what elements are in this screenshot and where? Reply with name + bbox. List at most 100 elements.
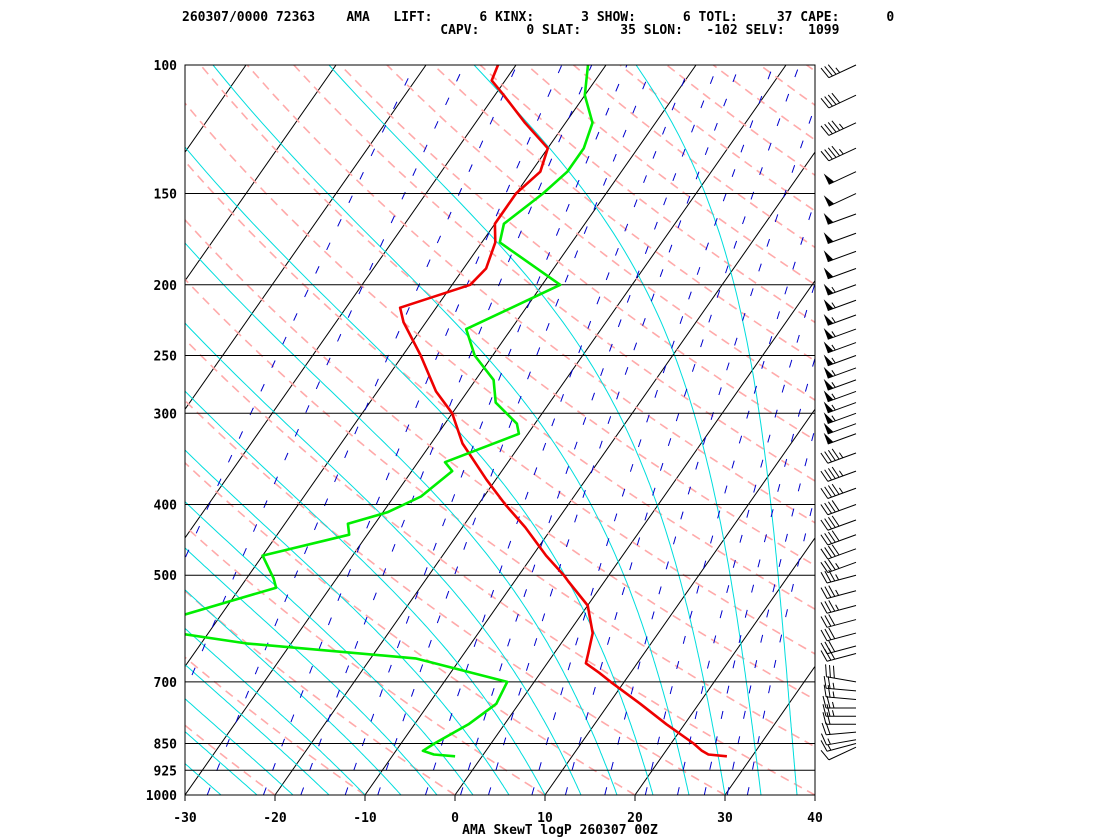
wind-barb bbox=[823, 193, 857, 207]
wind-barb-half-feather bbox=[835, 604, 840, 611]
wind-barb-feather bbox=[820, 749, 830, 761]
wind-barb-half-feather bbox=[831, 317, 836, 323]
wind-barb bbox=[823, 283, 857, 296]
wind-barb-feather bbox=[831, 483, 840, 495]
wind-barb bbox=[820, 466, 857, 482]
wind-barb bbox=[823, 401, 857, 414]
wind-barb-feather bbox=[824, 469, 832, 481]
wind-barb-half-feather bbox=[831, 382, 836, 388]
wind-barb-half-feather bbox=[831, 286, 836, 293]
moist-adiabat-line bbox=[185, 762, 222, 795]
wind-barb-flag bbox=[823, 378, 834, 391]
mixing-ratio-line bbox=[746, 494, 815, 795]
wind-barb-feather bbox=[831, 530, 840, 542]
dry-adiabat-line bbox=[185, 160, 815, 655]
moist-adiabat-line bbox=[185, 589, 402, 795]
wind-barb-flag bbox=[823, 283, 834, 295]
wind-barb bbox=[820, 559, 857, 574]
wind-barb-shaft bbox=[826, 739, 857, 746]
wind-barb-feather bbox=[820, 733, 827, 746]
y-tick-label: 700 bbox=[154, 676, 178, 691]
wind-barb-feather bbox=[820, 650, 828, 662]
wind-barb bbox=[823, 299, 857, 311]
wind-barb-feather bbox=[824, 586, 832, 598]
wind-barb-shaft bbox=[826, 574, 857, 584]
wind-barb bbox=[820, 640, 857, 655]
x-tick-label: 40 bbox=[807, 811, 823, 826]
isotherm-line bbox=[634, 536, 815, 795]
isotherm-line bbox=[544, 408, 815, 795]
wind-barb-shaft bbox=[826, 687, 857, 692]
wind-barb-feather bbox=[820, 470, 829, 482]
wind-barb-shaft bbox=[826, 742, 857, 752]
wind-barb-feather bbox=[827, 559, 836, 571]
wind-barb-flag bbox=[823, 314, 834, 326]
mixing-ratio-line bbox=[344, 65, 628, 795]
sounding-profiles bbox=[185, 65, 728, 758]
wind-barb bbox=[823, 250, 857, 263]
isotherm-line bbox=[364, 151, 815, 795]
wind-barb bbox=[820, 500, 857, 516]
wind-barb-feather bbox=[831, 145, 841, 157]
wind-barb bbox=[820, 627, 857, 642]
mixing-ratio-line bbox=[531, 65, 774, 795]
wind-barb bbox=[823, 213, 857, 225]
wind-barb-feather bbox=[820, 629, 828, 642]
y-tick-label: 500 bbox=[154, 569, 178, 584]
wind-barb bbox=[820, 120, 857, 136]
plot-frame bbox=[184, 64, 816, 796]
y-tick-label: 250 bbox=[154, 349, 178, 364]
wind-barb bbox=[823, 675, 857, 692]
wind-barb-feather bbox=[827, 64, 837, 75]
wind-barb-flag bbox=[823, 195, 835, 207]
wind-barb-feather bbox=[820, 97, 830, 109]
wind-barb bbox=[820, 64, 857, 79]
wind-barb-feather bbox=[824, 96, 833, 107]
dry-adiabat-line bbox=[386, 65, 815, 402]
wind-barb bbox=[823, 232, 857, 244]
wind-barb bbox=[823, 432, 857, 445]
wind-barb-shaft bbox=[827, 534, 857, 546]
wind-barb-half-feather bbox=[831, 393, 836, 400]
wind-barb-shaft bbox=[827, 412, 857, 425]
wind-barb-half-feather bbox=[827, 738, 831, 745]
x-tick-label: -10 bbox=[353, 811, 377, 826]
wind-barb bbox=[820, 733, 857, 746]
wind-barb-shaft bbox=[826, 653, 857, 662]
temperature-profile bbox=[398, 65, 728, 758]
wind-barb bbox=[820, 515, 857, 531]
isotherm-line bbox=[185, 65, 337, 282]
wind-barb-shaft bbox=[828, 64, 857, 79]
wind-barb-flag bbox=[823, 390, 834, 402]
dry-adiabat-line bbox=[246, 65, 815, 524]
wind-barb-shaft bbox=[826, 645, 857, 655]
x-tick-label: 10 bbox=[537, 811, 553, 826]
wind-barb-shaft bbox=[828, 147, 857, 162]
chart-grid bbox=[185, 65, 815, 795]
wind-barb bbox=[820, 746, 857, 761]
y-tick-label: 1000 bbox=[146, 789, 177, 804]
wind-barb-flag bbox=[823, 422, 834, 434]
wind-barb-feather bbox=[824, 451, 832, 463]
wind-barb-shaft bbox=[827, 452, 857, 464]
wind-barb-feather bbox=[820, 504, 829, 516]
isotherm-line bbox=[185, 65, 427, 411]
mixing-ratio-line bbox=[377, 65, 654, 795]
x-tick-label: 0 bbox=[451, 811, 459, 826]
wind-barb-feather bbox=[827, 449, 836, 461]
mixing-ratio-line bbox=[185, 65, 465, 694]
wind-barb-half-feather bbox=[831, 370, 836, 376]
wind-barb-half-feather bbox=[831, 357, 836, 364]
wind-barb-shaft bbox=[827, 355, 857, 367]
wind-barb-feather bbox=[827, 94, 837, 105]
dry-adiabat-line bbox=[712, 65, 815, 141]
wind-barb-flag bbox=[823, 432, 834, 444]
wind-barb-flag bbox=[823, 250, 834, 262]
wind-barb-feather bbox=[820, 67, 830, 78]
mixing-ratio-line bbox=[300, 65, 593, 795]
wind-barb-feather bbox=[820, 487, 829, 499]
wind-barb-flag bbox=[823, 412, 834, 424]
wind-barb-feather bbox=[827, 147, 837, 158]
wind-barb bbox=[822, 704, 856, 717]
